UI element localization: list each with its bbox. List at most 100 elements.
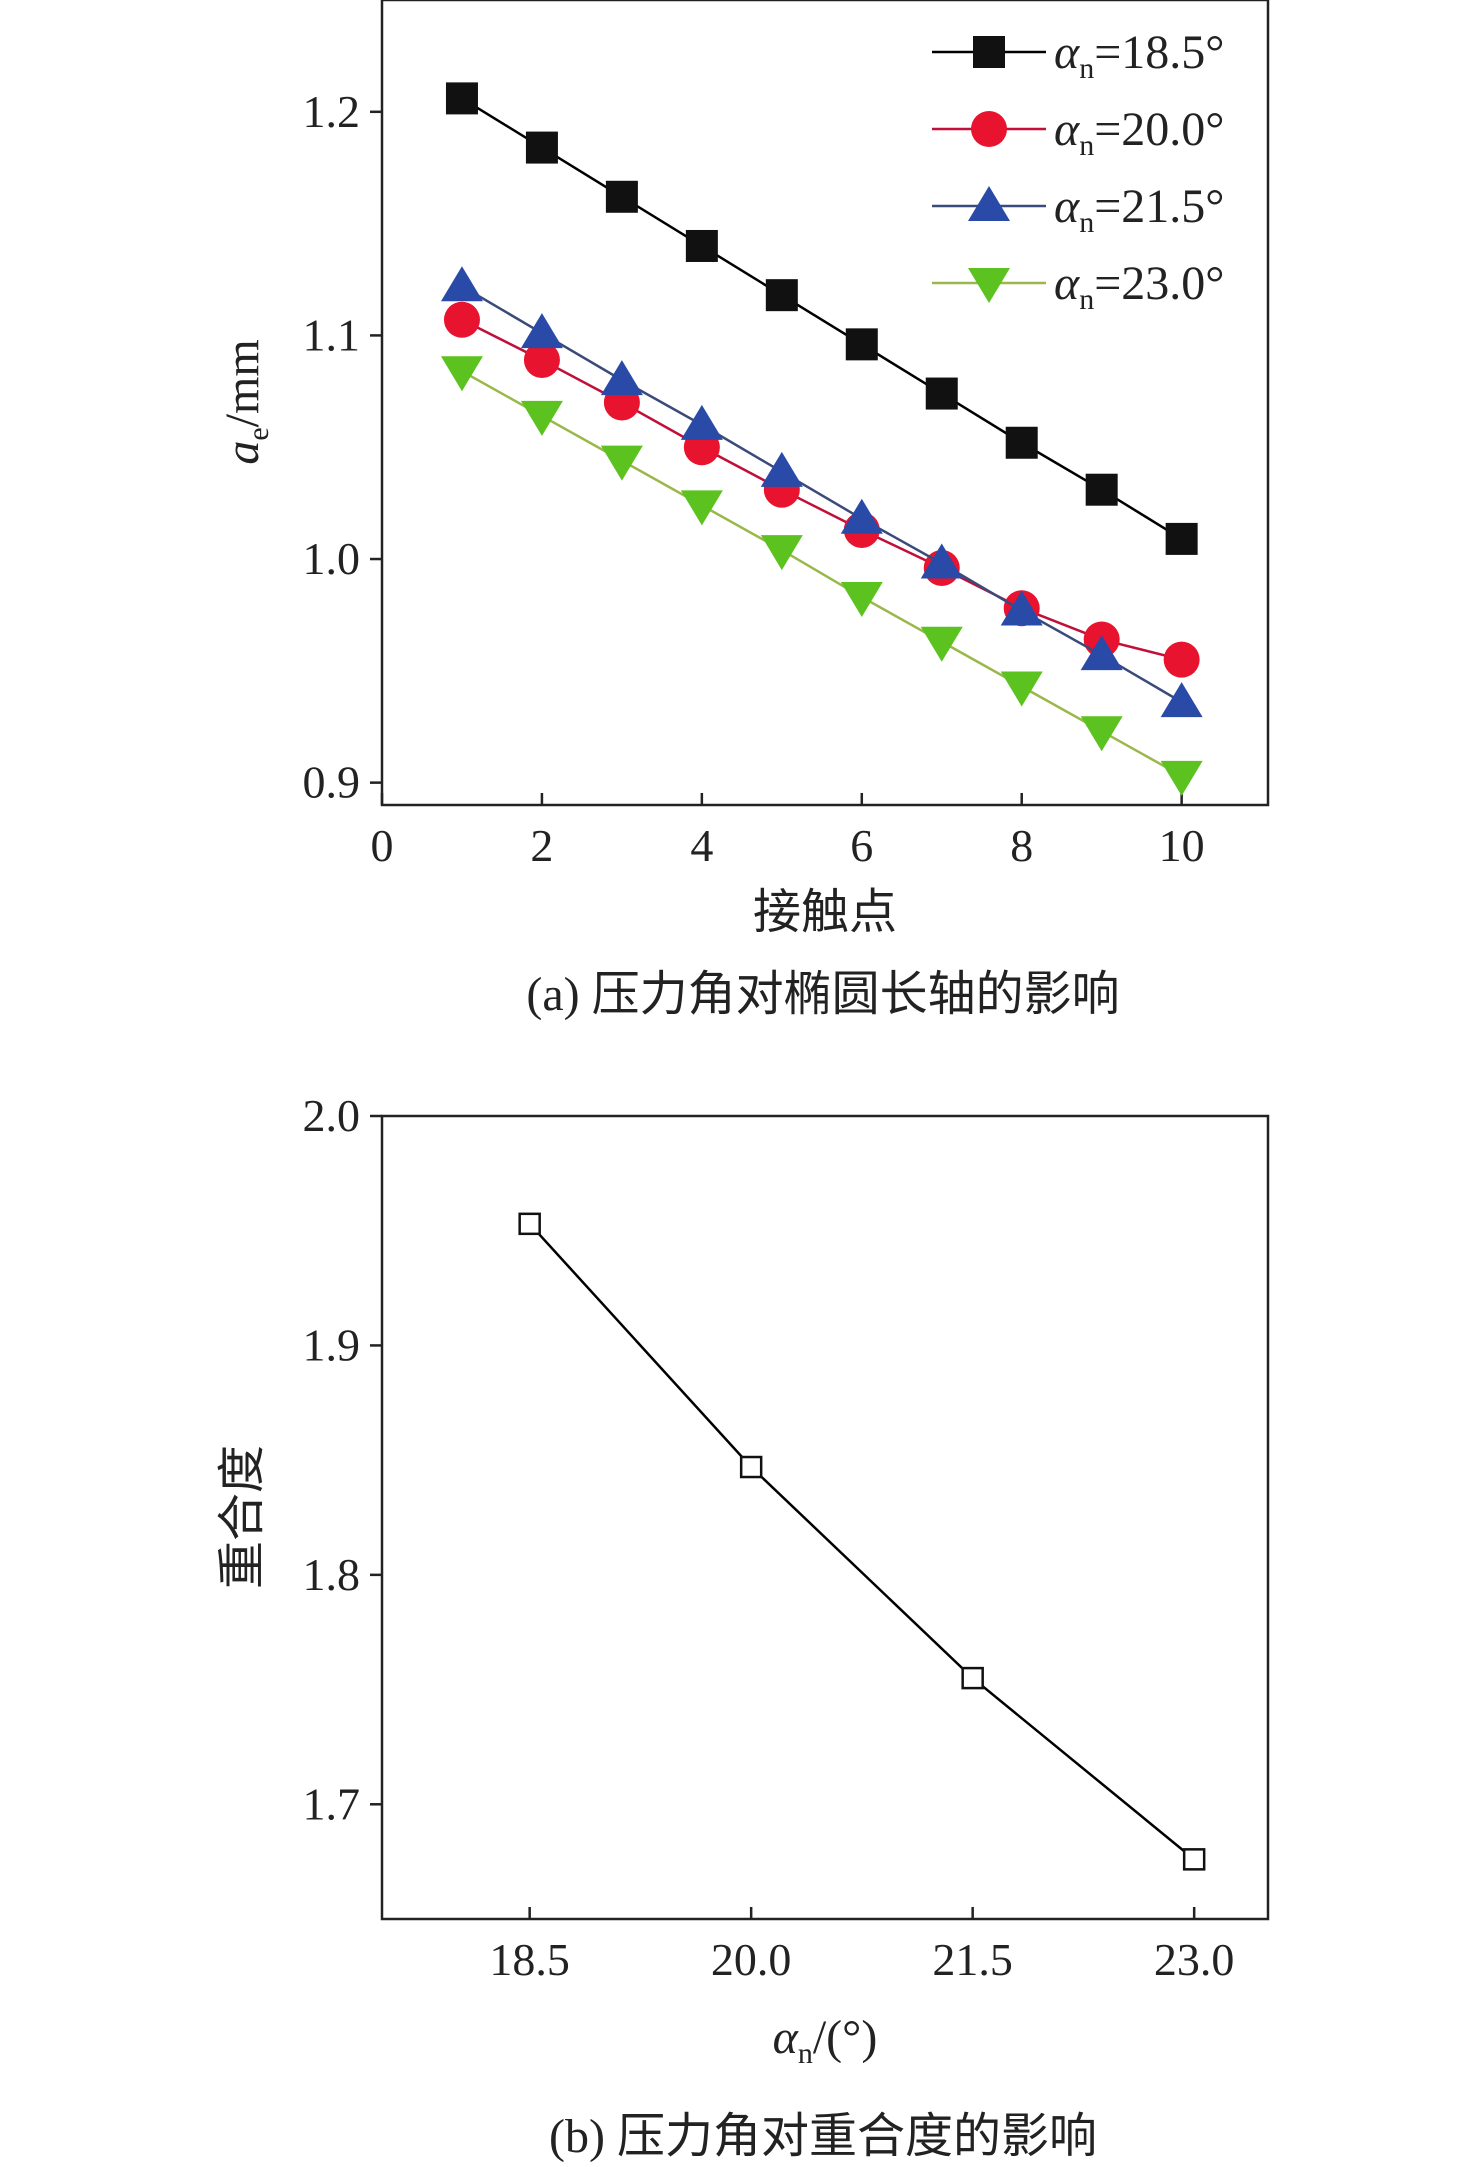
- chart-a-data-point: [440, 356, 483, 392]
- chart-a-y-label: ae/mm: [216, 339, 275, 464]
- chart-a-data-point: [1080, 716, 1123, 752]
- chart-a-series-line: [461, 97, 1183, 540]
- chart-b-x-tick-label: 20.0: [711, 1934, 792, 1985]
- chart-a-data-point: [440, 266, 483, 302]
- chart-b-x-label-unit: /(°): [813, 2011, 878, 2064]
- chart-a-legend: αn=18.5°αn=20.0°αn=21.5°αn=23.0°: [932, 26, 1224, 316]
- chart-a-series-1: [445, 82, 1198, 555]
- chart-a-legend-label-value: =20.0°: [1094, 103, 1224, 156]
- chart-a-y-tick-label: 0.9: [303, 757, 361, 808]
- chart-b-x-tick-label: 23.0: [1154, 1934, 1235, 1985]
- chart-a-y-label-unit: /mm: [216, 339, 269, 427]
- chart-a-x-tick-label: 8: [1010, 820, 1033, 871]
- chart-b-x-label-sub: n: [798, 2037, 813, 2070]
- chart-a-data-point: [840, 498, 883, 534]
- chart-a-data-point: [680, 404, 723, 440]
- chart-a-series: [440, 82, 1203, 796]
- chart-a-legend-item-4: αn=23.0°: [932, 257, 1224, 316]
- chart-a-data-point: [1005, 426, 1038, 459]
- chart-a-legend-marker: [968, 268, 1010, 303]
- chart-a-x-tick-label: 10: [1159, 820, 1205, 871]
- chart-a-data-point: [845, 328, 878, 361]
- chart-a-data-point: [520, 313, 563, 349]
- chart-b-caption: (b) 压力角对重合度的影响: [549, 2110, 1097, 2163]
- chart-a-legend-item-1: αn=18.5°: [932, 26, 1224, 85]
- chart-a-legend-label-value: =18.5°: [1094, 26, 1224, 79]
- chart-b-series: [518, 1212, 1206, 1871]
- chart-a: 0 2 4 6 8 10 0.91.01.11.2 αn=18.5°αn=20.0°αn=…: [216, 0, 1270, 1021]
- chart-b-data-point: [739, 1455, 763, 1479]
- chart-a-data-point: [925, 377, 958, 410]
- chart-a-y-tick-label: 1.0: [303, 533, 361, 584]
- chart-b-x-tick-label: 18.5: [489, 1934, 570, 1985]
- chart-a-data-point: [1165, 522, 1198, 555]
- chart-a-x-tick-label: 2: [530, 820, 553, 871]
- chart-b-data-point: [518, 1212, 541, 1236]
- chart-a-data-point: [765, 279, 798, 312]
- chart-a-data-point: [1085, 473, 1118, 506]
- chart-a-legend-label: αn=23.0°: [1054, 257, 1224, 316]
- chart-a-caption: (a) 压力角对椭圆长轴的影响: [526, 968, 1119, 1021]
- chart-a-data-point: [600, 445, 643, 481]
- chart-b-data-point: [961, 1666, 984, 1690]
- chart-a-data-point: [600, 360, 643, 396]
- chart-a-x-ticks: 0 2 4 6 8 10: [371, 793, 1205, 871]
- chart-b-y-tick-label: 1.9: [303, 1319, 361, 1370]
- chart-a-data-point: [920, 626, 963, 662]
- chart-a-legend-label-symbol: α: [1054, 180, 1080, 233]
- chart-a-y-tick-label: 1.1: [303, 309, 361, 360]
- chart-b-series-1: [518, 1212, 1206, 1871]
- chart-a-y-ticks: 0.9 1.0 1.1 1.2: [303, 86, 382, 808]
- chart-b-y-ticks: 1.7 1.8 1.9 2.0: [303, 1090, 382, 1829]
- chart-a-data-point: [685, 229, 718, 262]
- chart-b-plot-frame: [380, 1114, 1270, 1921]
- chart-a-data-point: [680, 490, 723, 526]
- chart-a-data-point: [445, 82, 478, 115]
- chart-b: 18.5 20.0 21.5 23.0 1.7 1.8 1.9 2.0 重合度 αn/(°)…: [216, 1090, 1270, 2163]
- chart-a-y-label-sub: e: [242, 427, 275, 440]
- chart-b-series-line: [528, 1222, 1195, 1861]
- chart-b-x-tick-label: 21.5: [932, 1934, 1013, 1985]
- chart-b-data-point: [1182, 1848, 1206, 1871]
- chart-b-y-tick-label: 1.8: [303, 1549, 361, 1600]
- chart-b-y-tick-label: 1.7: [303, 1778, 361, 1829]
- chart-a-legend-label-symbol: α: [1054, 26, 1080, 79]
- chart-a-legend-label-value: =21.5°: [1094, 180, 1224, 233]
- chart-b-x-label: αn/(°): [773, 2011, 878, 2070]
- chart-a-series-line: [461, 370, 1183, 778]
- chart-a-data-point: [605, 180, 638, 213]
- chart-a-data-point: [1000, 590, 1043, 626]
- chart-a-legend-label-sub: n: [1079, 206, 1094, 239]
- chart-a-series-4: [440, 356, 1203, 796]
- chart-a-data-point: [840, 582, 883, 618]
- chart-a-y-label-symbol: a: [216, 441, 269, 465]
- chart-a-data-point: [443, 301, 480, 338]
- chart-a-series-3: [440, 266, 1203, 718]
- chart-a-legend-label: αn=18.5°: [1054, 26, 1224, 85]
- chart-a-legend-label-symbol: α: [1054, 103, 1080, 156]
- chart-a-x-tick-label: 4: [690, 820, 713, 871]
- chart-a-legend-label: αn=20.0°: [1054, 103, 1224, 162]
- chart-a-data-point: [520, 400, 563, 436]
- chart-a-data-point: [1163, 641, 1200, 678]
- chart-a-legend-marker: [971, 111, 1007, 147]
- chart-a-data-point: [1000, 671, 1043, 707]
- chart-a-legend-item-2: αn=20.0°: [932, 103, 1224, 162]
- chart-a-data-point: [525, 131, 558, 164]
- chart-a-x-tick-label: 6: [850, 820, 873, 871]
- chart-a-series-line: [461, 318, 1182, 661]
- chart-b-x-label-symbol: α: [773, 2011, 799, 2064]
- chart-a-legend-marker: [968, 186, 1010, 221]
- chart-a-legend-label-symbol: α: [1054, 257, 1080, 310]
- chart-a-data-point: [760, 451, 803, 487]
- chart-a-data-point: [1160, 760, 1203, 796]
- chart-a-data-point: [1080, 635, 1123, 671]
- chart-a-y-tick-label: 1.2: [303, 86, 361, 137]
- chart-a-x-label: 接触点: [753, 886, 897, 939]
- chart-a-data-point: [523, 342, 560, 379]
- chart-a-legend-label: αn=21.5°: [1054, 180, 1224, 239]
- chart-a-data-point: [760, 535, 803, 571]
- chart-a-legend-label-sub: n: [1079, 283, 1094, 316]
- chart-b-y-tick-label: 2.0: [303, 1090, 361, 1141]
